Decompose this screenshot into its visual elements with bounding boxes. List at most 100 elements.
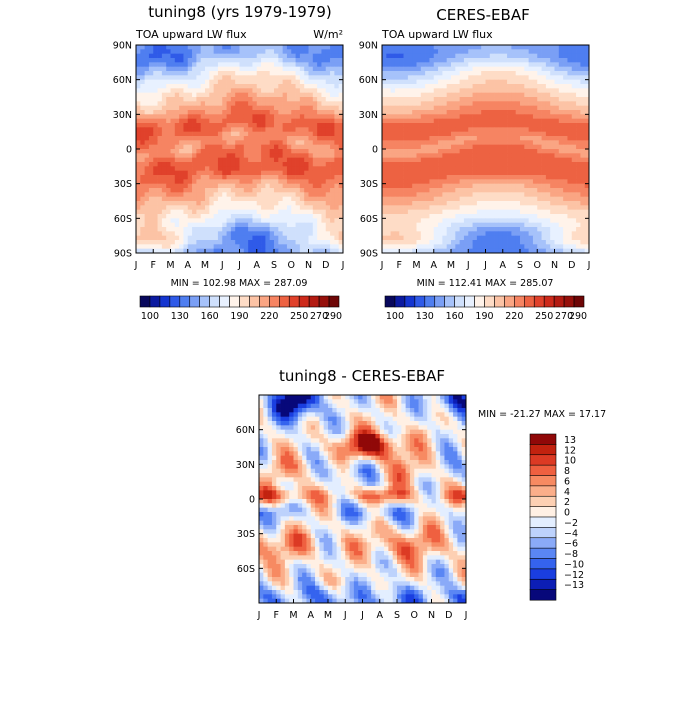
obs-cell bbox=[421, 45, 426, 50]
model-y-tick-label: 90N bbox=[113, 41, 132, 52]
obs-cell bbox=[520, 153, 525, 158]
model-cell bbox=[235, 240, 240, 245]
obs-cell bbox=[507, 93, 512, 98]
model-cell bbox=[188, 58, 193, 63]
obs-cell bbox=[382, 236, 387, 241]
obs-cell bbox=[546, 67, 551, 72]
obs-cell bbox=[477, 188, 482, 193]
obs-cell bbox=[438, 184, 443, 189]
obs-cell bbox=[486, 62, 491, 67]
obs-cell bbox=[503, 123, 508, 128]
obs-cell bbox=[455, 136, 460, 141]
model-cell bbox=[235, 58, 240, 63]
model-cell bbox=[278, 93, 283, 98]
obs-cell bbox=[481, 223, 486, 228]
obs-cell bbox=[533, 106, 538, 111]
obs-cell bbox=[399, 171, 404, 176]
model-cell bbox=[231, 218, 236, 223]
obs-cell bbox=[542, 166, 547, 171]
model-cell bbox=[162, 75, 167, 80]
obs-cell bbox=[580, 54, 585, 59]
obs-cell bbox=[429, 127, 434, 132]
model-cell bbox=[317, 88, 322, 93]
model-cell bbox=[291, 54, 296, 59]
obs-cell bbox=[412, 192, 417, 197]
model-cell bbox=[192, 244, 197, 249]
model-cell bbox=[257, 45, 262, 50]
model-cell bbox=[158, 88, 163, 93]
model-cell bbox=[153, 67, 158, 72]
model-cell bbox=[162, 80, 167, 85]
obs-cell bbox=[468, 162, 473, 167]
model-cell bbox=[334, 54, 339, 59]
obs-cell bbox=[395, 236, 400, 241]
obs-cell bbox=[563, 179, 568, 184]
obs-cell bbox=[429, 140, 434, 145]
model-cell bbox=[244, 192, 249, 197]
obs-cell bbox=[580, 210, 585, 215]
model-cell bbox=[145, 58, 150, 63]
obs-cell bbox=[468, 101, 473, 106]
obs-cell bbox=[567, 114, 572, 119]
obs-cell bbox=[417, 240, 422, 245]
obs-cell bbox=[490, 158, 495, 163]
obs-cell bbox=[417, 97, 422, 102]
obs-cell bbox=[511, 192, 516, 197]
obs-cell bbox=[533, 149, 538, 154]
model-cell bbox=[257, 188, 262, 193]
obs-cell bbox=[421, 114, 426, 119]
obs-cell bbox=[550, 84, 555, 89]
obs-cell bbox=[438, 192, 443, 197]
obs-cell bbox=[511, 127, 516, 132]
model-cell bbox=[317, 140, 322, 145]
obs-cell bbox=[395, 244, 400, 249]
obs-cell bbox=[468, 67, 473, 72]
obs-cell bbox=[511, 80, 516, 85]
model-cell bbox=[283, 145, 288, 150]
model-cell bbox=[248, 179, 253, 184]
model-cell bbox=[270, 231, 275, 236]
obs-cell bbox=[555, 114, 560, 119]
model-cell bbox=[175, 158, 180, 163]
obs-cell bbox=[425, 132, 430, 137]
model-cell bbox=[183, 192, 188, 197]
model-cell bbox=[261, 231, 266, 236]
obs-cell bbox=[529, 175, 534, 180]
model-cell bbox=[196, 67, 201, 72]
obs-cell bbox=[567, 71, 572, 76]
obs-cell bbox=[537, 45, 542, 50]
model-cell bbox=[222, 58, 227, 63]
obs-cell bbox=[421, 119, 426, 124]
obs-cell bbox=[572, 127, 577, 132]
model-cell bbox=[192, 140, 197, 145]
obs-cell bbox=[434, 223, 439, 228]
obs-cell bbox=[425, 201, 430, 206]
model-cell bbox=[201, 192, 206, 197]
obs-cell bbox=[507, 114, 512, 119]
obs-cell bbox=[464, 119, 469, 124]
difference-cell bbox=[276, 399, 281, 404]
obs-cell bbox=[503, 97, 508, 102]
obs-y-tick-label: 90S bbox=[360, 249, 378, 260]
obs-cell bbox=[429, 88, 434, 93]
model-cell bbox=[317, 80, 322, 85]
obs-cell bbox=[503, 205, 508, 210]
obs-cell bbox=[498, 218, 503, 223]
model-cell bbox=[309, 84, 314, 89]
obs-cell bbox=[563, 192, 568, 197]
model-cell bbox=[231, 71, 236, 76]
model-cell bbox=[270, 97, 275, 102]
model-cell bbox=[244, 93, 249, 98]
model-cell bbox=[209, 162, 214, 167]
model-cell bbox=[300, 223, 305, 228]
model-cell bbox=[149, 179, 154, 184]
model-cell bbox=[287, 171, 292, 176]
model-cell bbox=[227, 210, 232, 215]
model-cell bbox=[291, 171, 296, 176]
obs-cell bbox=[542, 136, 547, 141]
model-cell bbox=[334, 236, 339, 241]
model-cell bbox=[231, 119, 236, 124]
obs-cell bbox=[395, 214, 400, 219]
obs-cell bbox=[455, 93, 460, 98]
model-cell bbox=[201, 184, 206, 189]
